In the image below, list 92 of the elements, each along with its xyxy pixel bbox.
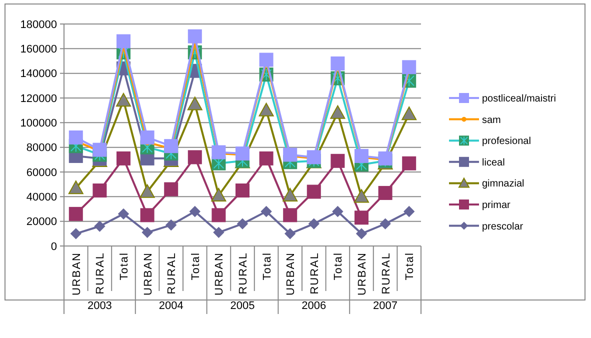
text: 2007 xyxy=(373,300,398,312)
text: 2004 xyxy=(158,300,184,312)
point xyxy=(94,220,106,232)
point xyxy=(260,206,272,218)
point xyxy=(68,180,84,194)
point xyxy=(116,34,130,48)
legend-label: postliceal/maistri xyxy=(482,94,556,104)
x-tick-label: URBAN xyxy=(142,252,154,296)
legend-label: primar xyxy=(482,200,512,211)
legend-label: liceal xyxy=(482,157,505,168)
point xyxy=(378,186,392,200)
point xyxy=(188,150,202,164)
x-tick-label: Total xyxy=(190,252,202,280)
point xyxy=(116,92,131,107)
y-tick-label: 160000 xyxy=(20,44,57,56)
point xyxy=(164,139,178,154)
point xyxy=(332,206,344,218)
legend-label: sam xyxy=(482,114,501,126)
point xyxy=(212,145,226,160)
x-tick-label: Total xyxy=(261,252,274,280)
y-tick-label: 140000 xyxy=(20,68,57,80)
point xyxy=(188,29,202,44)
x-tick-label: URBAN xyxy=(214,252,226,296)
point xyxy=(68,206,83,221)
point xyxy=(283,208,298,222)
y-tick-label: 60000 xyxy=(26,166,57,179)
text: 2005 xyxy=(230,300,255,312)
point xyxy=(258,102,274,116)
point xyxy=(404,206,415,218)
point xyxy=(236,218,248,230)
point xyxy=(402,106,417,120)
point xyxy=(354,189,369,203)
point xyxy=(356,228,368,240)
x-tick-label: URBAN xyxy=(70,252,83,296)
point xyxy=(282,188,298,202)
x-tick-label: RURAL xyxy=(166,252,178,294)
text: 2006 xyxy=(302,300,326,312)
point xyxy=(284,228,296,240)
point xyxy=(306,150,321,164)
y-tick-label: 0 xyxy=(50,240,57,253)
x-tick-label: RURAL xyxy=(380,252,392,294)
x-tick-label: Total xyxy=(118,252,130,280)
point xyxy=(118,208,130,220)
legend-label: gimnazial xyxy=(482,178,524,190)
point xyxy=(378,151,392,166)
text: 2003 xyxy=(87,300,112,312)
point xyxy=(70,228,82,240)
x-tick-label: RURAL xyxy=(94,252,107,294)
point xyxy=(213,226,224,238)
point xyxy=(402,156,416,170)
x-tick-label: RURAL xyxy=(308,252,321,294)
point xyxy=(68,130,83,144)
y-tick-label: 180000 xyxy=(20,18,57,31)
point xyxy=(92,142,107,157)
point xyxy=(283,148,298,162)
point xyxy=(354,148,368,163)
point xyxy=(142,226,153,238)
x-tick-label: Total xyxy=(404,252,416,280)
point xyxy=(354,210,368,225)
point xyxy=(140,130,154,144)
y-tick-label: 120000 xyxy=(20,92,57,105)
point xyxy=(402,60,416,74)
legend-label: prescolar xyxy=(482,221,524,232)
point xyxy=(236,146,250,160)
point xyxy=(164,182,178,196)
point xyxy=(380,218,391,230)
point xyxy=(330,105,346,119)
point xyxy=(140,184,155,198)
y-tick-label: 40000 xyxy=(26,192,57,204)
point xyxy=(166,219,177,231)
x-tick-label: Total xyxy=(332,252,345,280)
point xyxy=(116,151,130,166)
point xyxy=(330,56,345,70)
x-tick-label: URBAN xyxy=(356,252,368,296)
y-tick-label: 100000 xyxy=(20,118,57,130)
point xyxy=(212,208,226,222)
point xyxy=(330,154,345,168)
x-tick-label: RURAL xyxy=(238,252,250,294)
legend-label: profesional xyxy=(482,136,531,148)
y-tick-label: 80000 xyxy=(26,142,57,154)
point xyxy=(187,96,202,110)
point xyxy=(308,218,320,230)
point xyxy=(211,188,226,202)
point xyxy=(92,184,107,198)
point xyxy=(306,184,321,199)
point xyxy=(140,208,154,222)
x-tick-label: URBAN xyxy=(285,252,298,296)
point xyxy=(259,151,274,166)
point xyxy=(236,184,250,198)
y-tick-label: 20000 xyxy=(26,216,57,228)
point xyxy=(189,206,200,218)
point xyxy=(259,52,274,67)
